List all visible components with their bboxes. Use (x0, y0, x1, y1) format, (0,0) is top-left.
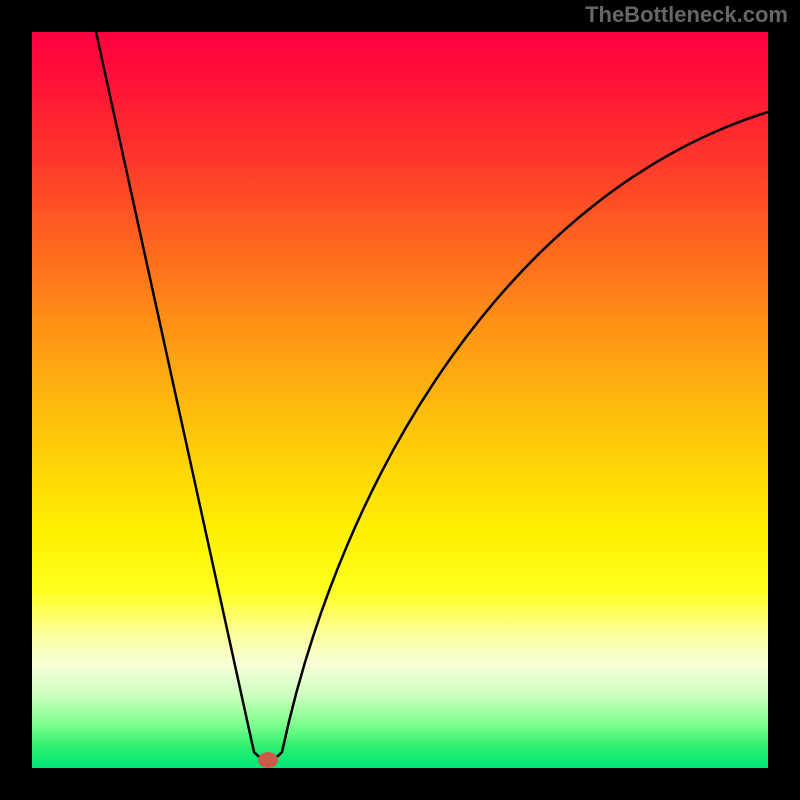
bottleneck-curve-path (96, 32, 768, 760)
chart-container: TheBottleneck.com (0, 0, 800, 800)
bottleneck-curve (32, 32, 768, 768)
optimal-point-marker (258, 752, 278, 768)
attribution-watermark: TheBottleneck.com (585, 2, 788, 28)
plot-area (32, 32, 768, 768)
